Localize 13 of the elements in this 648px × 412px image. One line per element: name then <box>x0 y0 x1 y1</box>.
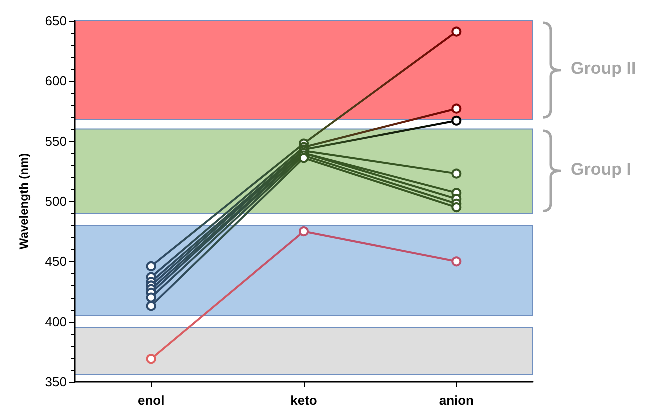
band-label: Group I <box>571 160 632 180</box>
y-tick-label: 350 <box>45 374 67 390</box>
y-tick-label: 550 <box>45 134 67 149</box>
x-tick-label: keto <box>290 393 318 408</box>
x-tick-label: enol <box>138 393 165 408</box>
y-tick-label: 600 <box>45 74 67 89</box>
y-tick-label: 500 <box>45 194 67 209</box>
y-axis-title: Wavelength (nm) <box>17 153 31 250</box>
y-tick-label: 450 <box>45 254 67 270</box>
y-tick-label: 650 <box>45 14 67 28</box>
x-tick-label: anion <box>439 393 474 408</box>
band-label: Group II <box>571 59 636 80</box>
y-tick-label: 400 <box>45 314 67 330</box>
